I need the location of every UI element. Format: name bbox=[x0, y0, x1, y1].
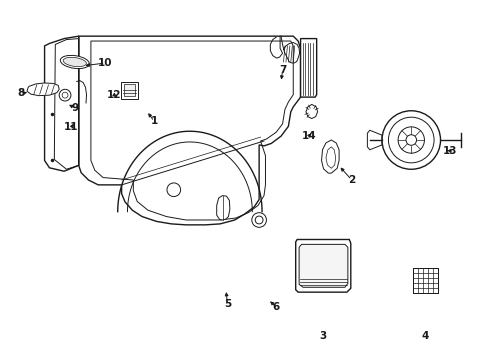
FancyBboxPatch shape bbox=[121, 82, 138, 99]
FancyBboxPatch shape bbox=[47, 78, 61, 111]
Text: 9: 9 bbox=[71, 103, 78, 113]
Text: 10: 10 bbox=[98, 58, 113, 68]
Polygon shape bbox=[79, 36, 300, 225]
Bar bbox=[412, 268, 437, 293]
Polygon shape bbox=[216, 195, 229, 220]
Polygon shape bbox=[44, 36, 79, 171]
Text: 3: 3 bbox=[318, 331, 325, 341]
Text: 13: 13 bbox=[442, 146, 457, 156]
Polygon shape bbox=[366, 130, 381, 150]
Polygon shape bbox=[299, 244, 347, 287]
Text: 6: 6 bbox=[272, 302, 279, 312]
Text: 1: 1 bbox=[150, 117, 158, 126]
Text: 7: 7 bbox=[278, 65, 285, 75]
FancyBboxPatch shape bbox=[47, 135, 61, 155]
Text: 14: 14 bbox=[301, 131, 316, 141]
Text: 8: 8 bbox=[18, 88, 25, 98]
Polygon shape bbox=[295, 239, 350, 292]
Polygon shape bbox=[27, 83, 59, 96]
Text: 2: 2 bbox=[347, 175, 355, 185]
Polygon shape bbox=[321, 140, 338, 173]
FancyBboxPatch shape bbox=[123, 85, 135, 96]
Text: 12: 12 bbox=[106, 90, 121, 100]
Circle shape bbox=[405, 135, 416, 145]
Text: 4: 4 bbox=[420, 331, 427, 341]
Ellipse shape bbox=[63, 57, 86, 67]
Polygon shape bbox=[305, 104, 317, 118]
Polygon shape bbox=[300, 39, 316, 97]
Ellipse shape bbox=[60, 55, 89, 69]
Text: 11: 11 bbox=[64, 122, 79, 132]
Text: 5: 5 bbox=[224, 300, 231, 309]
